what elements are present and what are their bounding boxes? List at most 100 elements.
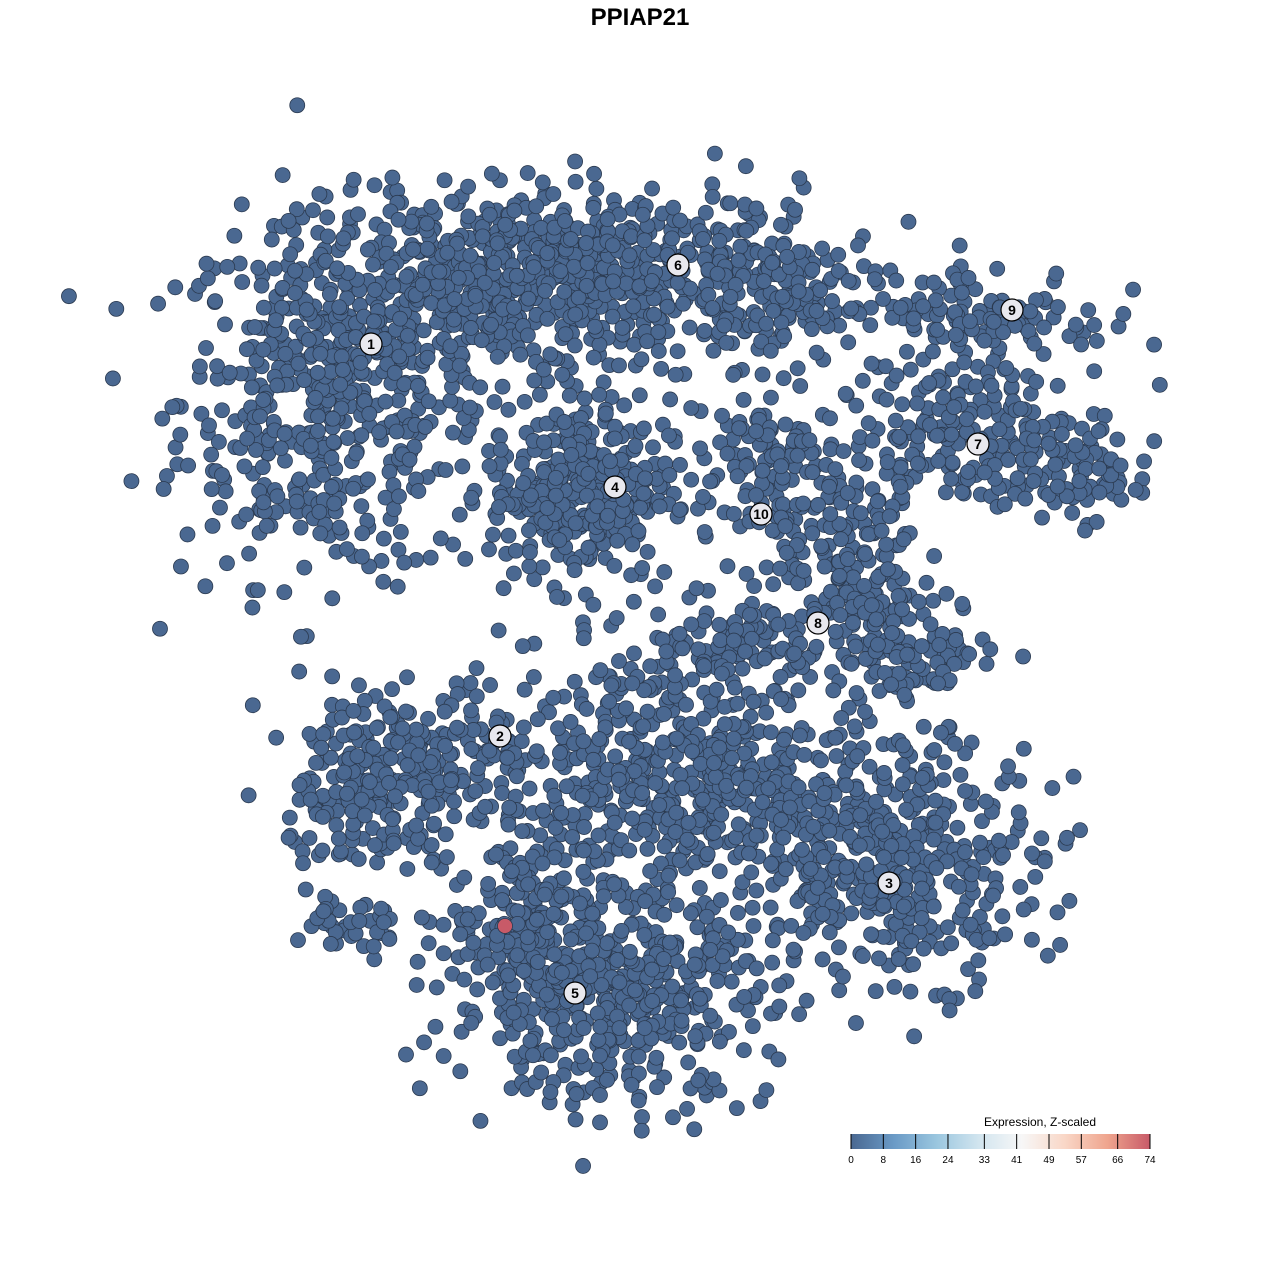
cell-point-cluster-3 — [876, 849, 892, 866]
cell-point-cluster-3 — [905, 956, 922, 973]
cell-point-cluster-7 — [1040, 435, 1057, 452]
cell-point-cluster-7 — [946, 399, 963, 416]
cell-point-cluster-5 — [452, 926, 469, 943]
cell-point-cluster-6 — [419, 215, 435, 232]
cell-point-cluster-3 — [1044, 780, 1061, 796]
cell-point-cluster-1 — [359, 241, 376, 258]
cell-point-cluster-5 — [680, 1054, 697, 1071]
cell-point-cluster-1 — [519, 165, 536, 181]
cell-point-cluster-3 — [562, 714, 579, 730]
cell-point-cluster-2 — [301, 830, 318, 846]
cell-point-cluster-3 — [781, 799, 798, 816]
chart-title: PPIAP21 — [590, 4, 690, 31]
cell-point-cluster-3 — [745, 918, 762, 934]
cell-point-cluster-2 — [280, 829, 297, 846]
cell-point-cluster-3 — [680, 814, 697, 831]
cell-point-cluster-1 — [276, 425, 293, 442]
cell-point-cluster-3 — [762, 899, 779, 916]
cell-point-cluster-3 — [668, 804, 685, 821]
cell-point-cluster-5 — [409, 953, 426, 970]
cell-point-cluster-1 — [207, 293, 224, 310]
cell-point-cluster-1 — [193, 405, 210, 422]
cell-point-cluster-3 — [1061, 893, 1078, 909]
cell-point-cluster-1 — [198, 340, 214, 356]
cell-point-cluster-3 — [796, 746, 813, 763]
cell-point-cluster-1 — [250, 259, 267, 276]
cell-point-cluster-5 — [463, 1015, 480, 1031]
cell-point-cluster-4 — [645, 439, 661, 456]
cell-point-cluster-3 — [723, 750, 740, 767]
cell-point-cluster-6 — [623, 228, 640, 245]
cell-point-cluster-3 — [578, 701, 595, 717]
cell-point-cluster-5 — [633, 1122, 650, 1139]
cell-point-cluster-5 — [480, 875, 497, 892]
cell-point-cluster-1 — [392, 524, 409, 540]
cell-point-cluster-3 — [814, 951, 831, 968]
cell-point-cluster-7 — [910, 455, 926, 472]
cell-point-cluster-2 — [470, 760, 486, 777]
cell-point-cluster-4 — [521, 522, 537, 539]
cell-point-cluster-5 — [649, 1079, 665, 1096]
cell-point-cluster-9 — [1050, 299, 1066, 315]
cell-point-cluster-1 — [366, 177, 383, 194]
cell-point-cluster-6 — [557, 326, 574, 343]
cell-point-cluster-3 — [1010, 804, 1027, 821]
cell-point-cluster-8 — [895, 531, 912, 548]
cell-point-cluster-1 — [203, 446, 220, 463]
cell-point-cluster-1 — [516, 393, 533, 410]
cell-point-cluster-3 — [591, 731, 608, 747]
cell-point-cluster-5 — [572, 895, 588, 912]
cell-point-cluster-5 — [567, 1111, 584, 1128]
cell-point-cluster-3 — [773, 811, 789, 828]
cell-point-cluster-7 — [944, 454, 961, 471]
cell-point-cluster-3 — [954, 902, 971, 919]
cell-point-cluster-6 — [390, 211, 407, 228]
cell-point-cluster-1 — [258, 518, 275, 534]
cell-point-cluster-6 — [669, 274, 686, 291]
cell-point-cluster-8 — [827, 461, 844, 478]
cell-point-cluster-3 — [868, 793, 884, 810]
legend-tick-label: 74 — [1144, 1155, 1156, 1166]
cell-point-cluster-3 — [625, 593, 642, 610]
cell-point-cluster-3 — [858, 856, 875, 873]
cell-point-cluster-6 — [762, 342, 779, 359]
cell-point-cluster-4 — [566, 562, 583, 579]
cell-point-cluster-3 — [726, 679, 743, 696]
cell-point-cluster-3 — [674, 640, 691, 657]
cell-point-cluster-5 — [553, 964, 570, 981]
cell-point-cluster-7 — [921, 375, 938, 391]
cell-point-cluster-1 — [210, 434, 227, 450]
cell-point-cluster-3 — [935, 772, 952, 788]
cell-point-cluster-6 — [774, 288, 791, 305]
cell-point-cluster-5 — [611, 1020, 628, 1037]
cell-point-cluster-7 — [1067, 437, 1084, 454]
cell-point-cluster-5 — [771, 998, 788, 1015]
cell-point-cluster-3 — [608, 610, 625, 626]
cell-point-cluster-1 — [244, 599, 261, 616]
cluster-label-4: 4 — [603, 475, 627, 499]
cell-point-cluster-6 — [773, 216, 789, 233]
cell-point-cluster-1 — [375, 573, 392, 590]
cell-point-cluster-6 — [664, 230, 680, 247]
cell-point-cluster-3 — [712, 632, 729, 649]
cell-point-cluster-8 — [810, 497, 826, 513]
cell-point-high-expression — [497, 918, 513, 934]
cell-point-cluster-1 — [280, 212, 297, 229]
cell-point-cluster-1 — [309, 364, 326, 381]
cell-point-cluster-3 — [692, 756, 709, 772]
cell-point-cluster-9 — [929, 321, 946, 338]
cell-point-cluster-3 — [1015, 901, 1032, 918]
cell-point-cluster-2 — [240, 787, 257, 804]
cell-point-cluster-8 — [890, 588, 907, 604]
cell-point-cluster-5 — [500, 967, 517, 984]
cell-point-cluster-3 — [668, 730, 685, 747]
cluster-label-6: 6 — [666, 253, 690, 277]
cell-point-cluster-6 — [439, 244, 456, 261]
cell-point-cluster-3 — [1024, 845, 1040, 862]
cell-point-cluster-1 — [319, 209, 336, 226]
cell-point-cluster-1 — [302, 437, 319, 454]
cell-point-cluster-5 — [665, 1109, 681, 1126]
cell-point-cluster-3 — [758, 704, 775, 721]
cell-point-cluster-6 — [738, 222, 755, 239]
cell-point-cluster-8 — [922, 616, 939, 633]
